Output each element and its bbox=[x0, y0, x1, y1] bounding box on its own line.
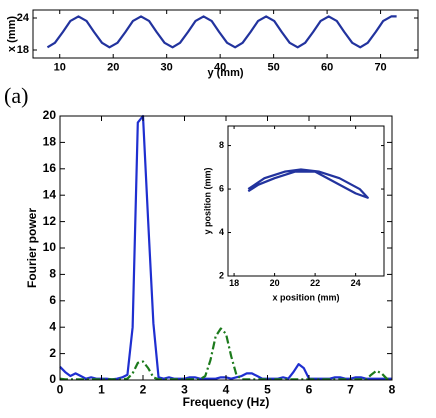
x-tick-label: 60 bbox=[321, 61, 333, 73]
x-tick-label: 4 bbox=[223, 382, 230, 396]
x-tick-label: 0 bbox=[57, 382, 64, 396]
panel-label: (a) bbox=[4, 83, 28, 108]
x-tick-label: 5 bbox=[264, 382, 271, 396]
y-tick-label: 16 bbox=[43, 161, 57, 175]
x-tick-label: 10 bbox=[54, 61, 66, 73]
x-tick-label: 40 bbox=[214, 61, 226, 73]
x-tick-label: 70 bbox=[374, 61, 386, 73]
data-line bbox=[46, 15, 397, 49]
x-tick-label: 8 bbox=[389, 382, 396, 396]
x-tick-label: 20 bbox=[107, 61, 119, 73]
x-tick-label: 7 bbox=[347, 382, 354, 396]
x-tick-label: 18 bbox=[229, 278, 239, 288]
y-tick-label: 18 bbox=[43, 135, 57, 149]
y-tick-label: 8 bbox=[49, 267, 56, 281]
y-axis-label: x (mm) bbox=[6, 16, 18, 52]
x-tick-label: 2 bbox=[140, 382, 147, 396]
axes-frame bbox=[227, 125, 385, 277]
y-tick-label: 0 bbox=[49, 372, 56, 386]
y-tick-label: 18 bbox=[17, 44, 29, 56]
y-tick-label: 6 bbox=[49, 293, 56, 307]
axes: 10 20 30 40 50 60 70 18 24 y (mm) x (mm) bbox=[6, 9, 419, 79]
x-tick-label: 50 bbox=[268, 61, 280, 73]
x-tick-label: 20 bbox=[270, 278, 280, 288]
x-tick-label: 22 bbox=[310, 278, 320, 288]
y-tick-label: 20 bbox=[43, 108, 57, 122]
y-tick-label: 10 bbox=[43, 240, 57, 254]
y-tick-label: 2 bbox=[49, 346, 56, 360]
x-tick-label: 3 bbox=[181, 382, 188, 396]
x-axis-label: Frequency (Hz) bbox=[183, 395, 270, 409]
y-axis-label: Fourier power bbox=[25, 208, 39, 288]
y-tick-label: 24 bbox=[17, 12, 30, 24]
y-axis-label: y position (mm) bbox=[202, 167, 212, 234]
y-tick-label: 12 bbox=[43, 214, 57, 228]
x-tick-label: 30 bbox=[161, 61, 173, 73]
y-tick-label: 6 bbox=[219, 183, 224, 193]
plot-area bbox=[228, 126, 384, 276]
y-tick-label: 4 bbox=[219, 227, 224, 237]
axes-frame bbox=[32, 9, 419, 59]
x-axis-label: x position (mm) bbox=[273, 292, 340, 302]
y-tick-label: 8 bbox=[219, 140, 224, 150]
x-tick-label: 6 bbox=[306, 382, 313, 396]
x-tick-label: 24 bbox=[351, 278, 361, 288]
y-tick-label: 4 bbox=[49, 319, 56, 333]
data-line bbox=[247, 168, 369, 199]
x-axis-label: y (mm) bbox=[207, 67, 243, 79]
data-line bbox=[59, 327, 393, 381]
y-tick-label: 2 bbox=[219, 270, 224, 280]
x-tick-label: 1 bbox=[98, 382, 105, 396]
plot-area bbox=[33, 10, 418, 58]
y-tick-label: 14 bbox=[43, 187, 57, 201]
